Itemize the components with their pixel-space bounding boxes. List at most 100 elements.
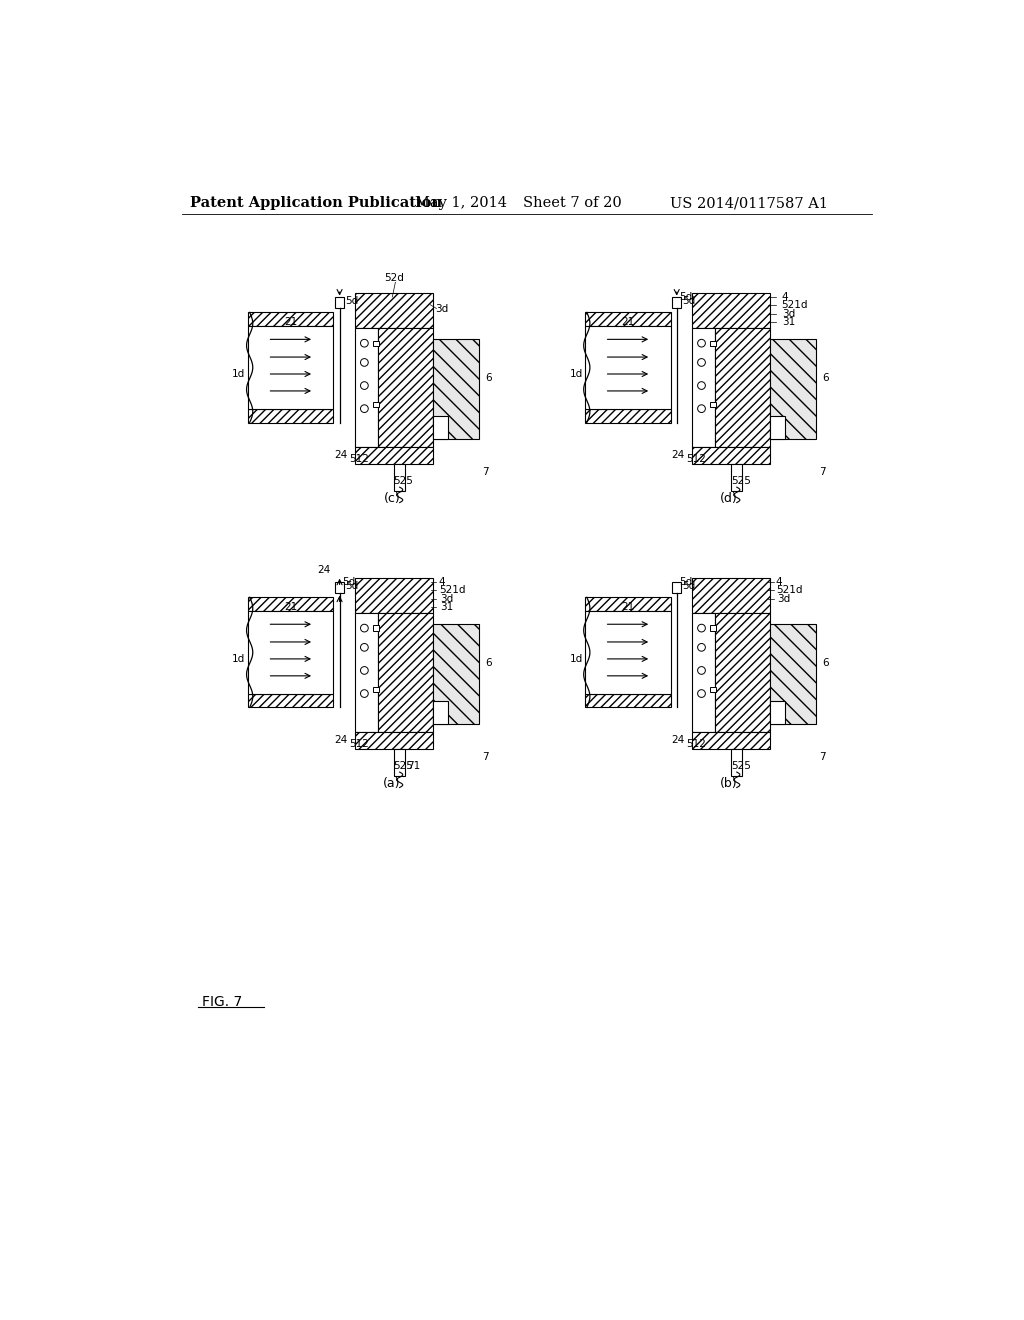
Bar (586, 313, 671, 326)
Text: 525: 525 (731, 477, 751, 486)
Text: (b): (b) (720, 777, 738, 791)
Text: 5d: 5d (345, 581, 358, 591)
Bar (355, 733, 432, 748)
Bar (770, 701, 785, 725)
Bar (586, 409, 671, 422)
Bar (355, 612, 378, 733)
Circle shape (360, 405, 369, 413)
Text: 52d: 52d (384, 273, 403, 282)
Text: 4: 4 (782, 292, 788, 302)
Bar (692, 327, 716, 447)
Bar (692, 733, 770, 748)
Text: 71: 71 (407, 760, 420, 771)
Bar (716, 327, 770, 447)
Bar (770, 624, 816, 725)
Text: 1d: 1d (232, 370, 246, 379)
Bar (248, 611, 334, 693)
Bar (355, 447, 432, 465)
Text: 1d: 1d (569, 653, 583, 664)
Bar (355, 327, 378, 447)
Bar (692, 612, 716, 733)
Bar (335, 297, 344, 308)
Text: 24: 24 (335, 450, 348, 459)
Bar (711, 626, 716, 631)
Circle shape (360, 359, 369, 367)
Text: 4: 4 (776, 577, 782, 587)
Text: 512: 512 (349, 739, 369, 748)
Text: 24: 24 (672, 735, 685, 744)
Text: 5d: 5d (682, 296, 695, 306)
Text: 521d: 521d (438, 585, 465, 595)
Bar (355, 293, 432, 327)
Bar (692, 578, 770, 612)
Text: 6: 6 (485, 372, 492, 383)
Text: 21: 21 (284, 602, 297, 611)
Bar (672, 582, 681, 593)
Circle shape (697, 339, 706, 347)
Bar (731, 465, 742, 491)
Text: 21: 21 (284, 317, 297, 326)
Text: 1d: 1d (232, 653, 246, 664)
Text: 31: 31 (440, 602, 454, 612)
Circle shape (697, 689, 706, 697)
Text: 1d: 1d (569, 370, 583, 379)
Bar (248, 313, 334, 326)
Text: 3d: 3d (435, 304, 449, 314)
Text: 6: 6 (822, 657, 828, 668)
Bar (248, 326, 334, 409)
Text: 6: 6 (822, 372, 828, 383)
Bar (374, 626, 379, 631)
Bar (374, 686, 379, 693)
Bar (432, 701, 449, 725)
Bar (432, 339, 479, 440)
Text: 31: 31 (782, 317, 796, 327)
Bar (711, 686, 716, 693)
Text: 24: 24 (317, 565, 331, 576)
Circle shape (697, 667, 706, 675)
Bar (248, 693, 334, 708)
Circle shape (360, 339, 369, 347)
Text: 512: 512 (686, 454, 706, 463)
Bar (355, 578, 432, 612)
Text: 3d: 3d (440, 594, 454, 603)
Bar (374, 341, 379, 346)
Circle shape (360, 381, 369, 389)
Bar (731, 748, 742, 776)
Bar (248, 597, 334, 611)
Text: (c): (c) (384, 492, 400, 506)
Text: 3d: 3d (777, 594, 791, 603)
Text: Sheet 7 of 20: Sheet 7 of 20 (523, 197, 622, 210)
Bar (716, 612, 770, 733)
Bar (374, 403, 379, 408)
Text: 4: 4 (438, 577, 445, 587)
Bar (586, 597, 671, 611)
Text: (d): (d) (720, 492, 738, 506)
Text: 24: 24 (335, 735, 348, 744)
Bar (394, 748, 406, 776)
Text: 3d: 3d (782, 309, 796, 319)
Bar (692, 447, 770, 465)
Bar (586, 611, 671, 693)
Circle shape (697, 624, 706, 632)
Bar (335, 582, 344, 593)
Circle shape (697, 359, 706, 367)
Bar (432, 416, 449, 440)
Text: 5d: 5d (345, 296, 358, 306)
Circle shape (697, 381, 706, 389)
Text: 24: 24 (672, 450, 685, 459)
Text: 521d: 521d (781, 301, 808, 310)
Text: 512: 512 (686, 739, 706, 748)
Bar (586, 326, 671, 409)
Text: 7: 7 (819, 467, 825, 477)
Text: 21: 21 (622, 317, 635, 326)
Circle shape (697, 644, 706, 651)
Text: 512: 512 (349, 454, 369, 463)
Text: 7: 7 (482, 751, 488, 762)
Text: 521d: 521d (776, 585, 803, 595)
Text: 7: 7 (819, 751, 825, 762)
Bar (711, 403, 716, 408)
Text: 6: 6 (485, 657, 492, 668)
Text: 5d: 5d (679, 292, 692, 302)
Bar (378, 327, 432, 447)
Text: FIG. 7: FIG. 7 (202, 994, 242, 1008)
